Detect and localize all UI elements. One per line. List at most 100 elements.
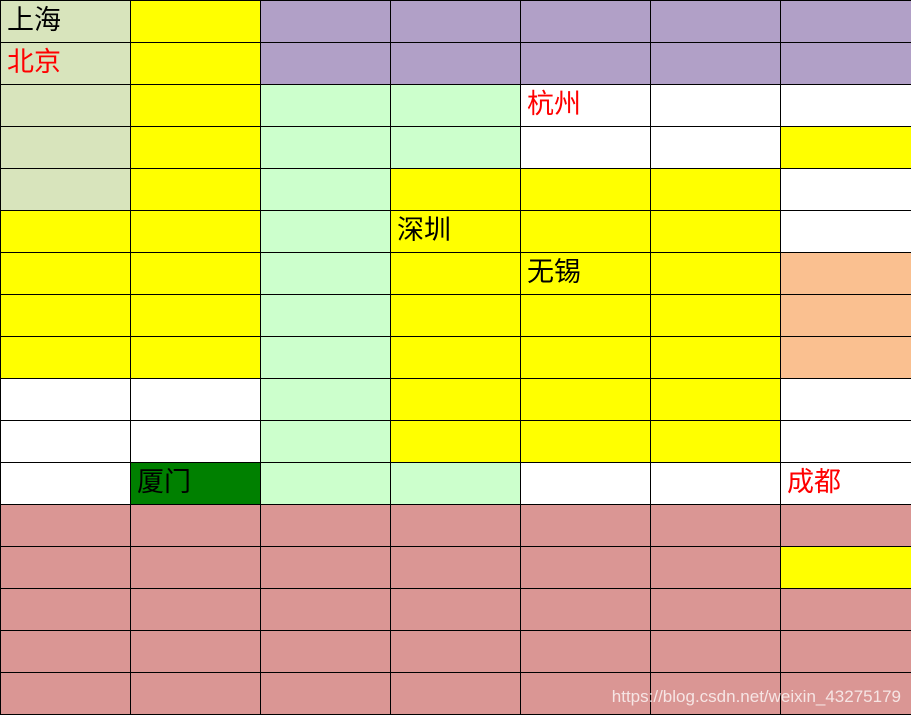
grid-cell xyxy=(781,505,911,547)
grid-cell xyxy=(521,589,651,631)
grid-cell xyxy=(131,379,261,421)
grid-cell xyxy=(261,127,391,169)
grid-cell xyxy=(651,43,781,85)
grid-cell xyxy=(131,1,261,43)
grid-cell xyxy=(651,295,781,337)
grid-cell xyxy=(521,547,651,589)
grid-cell xyxy=(1,673,131,715)
grid-cell xyxy=(1,85,131,127)
grid-cell xyxy=(521,169,651,211)
grid-cell xyxy=(521,1,651,43)
grid-cell xyxy=(261,169,391,211)
grid-cell xyxy=(131,169,261,211)
grid-cell xyxy=(131,253,261,295)
grid-cell xyxy=(521,43,651,85)
grid-cell xyxy=(781,337,911,379)
grid-cell xyxy=(651,547,781,589)
grid-cell xyxy=(781,673,911,715)
grid-cell xyxy=(261,43,391,85)
grid-cell xyxy=(781,211,911,253)
grid-cell xyxy=(1,547,131,589)
grid-cell xyxy=(261,253,391,295)
grid-cell xyxy=(781,589,911,631)
grid-cell xyxy=(781,295,911,337)
grid-cell xyxy=(261,1,391,43)
grid-cell xyxy=(1,505,131,547)
city-label-cell: 无锡 xyxy=(521,253,651,295)
grid-cell xyxy=(261,505,391,547)
grid-cell xyxy=(391,85,521,127)
grid-cell xyxy=(781,43,911,85)
grid-cell xyxy=(131,295,261,337)
grid-cell xyxy=(651,1,781,43)
grid-cell xyxy=(651,463,781,505)
watermark: https://blog.csdn.net/weixin_43275179 xyxy=(611,687,901,706)
city-label-cell: 成都 xyxy=(781,463,911,505)
grid-cell xyxy=(261,295,391,337)
grid-cell xyxy=(651,631,781,673)
grid-cell xyxy=(391,421,521,463)
grid-cell xyxy=(131,43,261,85)
grid-cell xyxy=(651,421,781,463)
grid-cell xyxy=(1,337,131,379)
grid-cell xyxy=(781,1,911,43)
grid-cell xyxy=(781,421,911,463)
grid-cell xyxy=(261,547,391,589)
grid-cell xyxy=(781,127,911,169)
grid-cell xyxy=(651,505,781,547)
grid-cell xyxy=(781,547,911,589)
grid-cell xyxy=(521,505,651,547)
grid-cell xyxy=(261,673,391,715)
grid-cell xyxy=(1,211,131,253)
grid-cell xyxy=(521,127,651,169)
grid-cell xyxy=(391,169,521,211)
grid-cell xyxy=(391,631,521,673)
grid-cell xyxy=(1,589,131,631)
grid-cell xyxy=(131,631,261,673)
grid-cell xyxy=(131,85,261,127)
grid-cell xyxy=(521,379,651,421)
city-label-cell: 厦门 xyxy=(131,463,261,505)
grid-cell xyxy=(261,85,391,127)
grid-cell xyxy=(391,295,521,337)
grid-cell xyxy=(131,337,261,379)
grid-cell xyxy=(261,337,391,379)
city-label-cell: 上海 xyxy=(1,1,131,43)
grid-cell xyxy=(131,589,261,631)
grid-cell xyxy=(391,505,521,547)
grid-cell xyxy=(781,253,911,295)
grid-cell xyxy=(521,295,651,337)
grid-cell xyxy=(131,673,261,715)
grid-cell xyxy=(521,673,651,715)
city-label-cell: 北京 xyxy=(1,43,131,85)
grid-cell xyxy=(651,85,781,127)
grid-cell xyxy=(261,211,391,253)
grid-cell xyxy=(651,253,781,295)
grid-cell xyxy=(651,379,781,421)
grid-cell xyxy=(651,673,781,715)
grid-cell xyxy=(521,337,651,379)
grid-cell xyxy=(261,463,391,505)
grid-cell xyxy=(651,169,781,211)
grid-cell xyxy=(391,127,521,169)
city-label-cell: 深圳 xyxy=(391,211,521,253)
grid-cell xyxy=(1,169,131,211)
grid-cell xyxy=(521,421,651,463)
grid-cell xyxy=(391,463,521,505)
city-label-cell: 杭州 xyxy=(521,85,651,127)
grid-cell xyxy=(781,169,911,211)
grid-cell xyxy=(261,631,391,673)
grid-cell xyxy=(261,379,391,421)
grid-cell xyxy=(391,547,521,589)
grid-cell xyxy=(651,337,781,379)
grid-cell xyxy=(781,85,911,127)
grid-cell xyxy=(391,589,521,631)
grid-cell xyxy=(131,211,261,253)
grid-cell xyxy=(1,295,131,337)
grid-cell xyxy=(521,211,651,253)
grid-cell xyxy=(131,547,261,589)
grid-cell xyxy=(1,127,131,169)
grid-cell xyxy=(131,127,261,169)
grid-cell xyxy=(651,589,781,631)
grid-cell xyxy=(1,463,131,505)
